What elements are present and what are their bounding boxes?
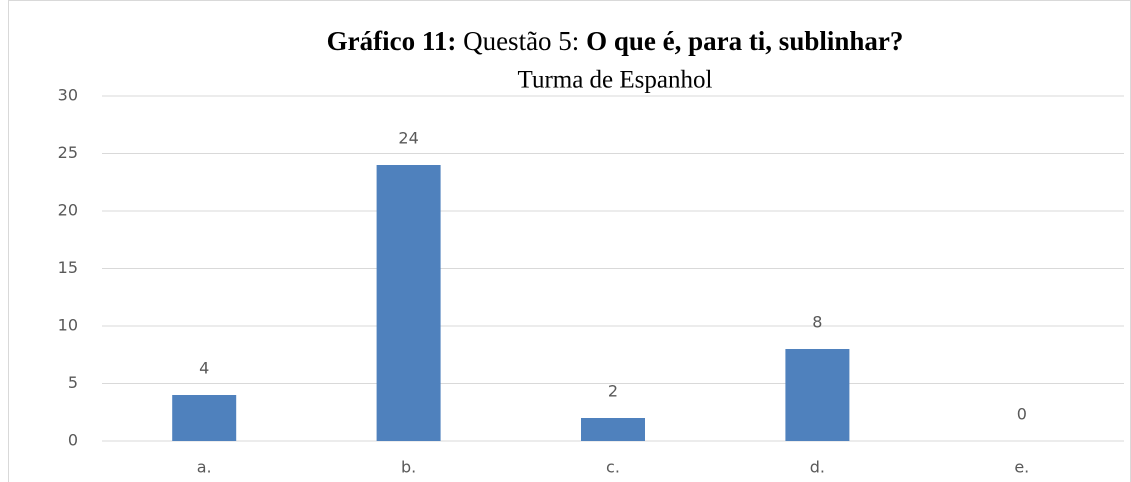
y-tick-label: 30 (58, 86, 78, 105)
x-tick-label: a. (197, 458, 212, 477)
y-tick-label: 10 (58, 316, 78, 335)
y-tick-label: 0 (68, 431, 78, 450)
chart-title: Gráfico 11: Questão 5: O que é, para ti,… (327, 26, 904, 56)
title-part: O que é, para ti, sublinhar? (586, 26, 903, 56)
bar (172, 395, 237, 441)
x-tick-label: d. (810, 458, 825, 477)
data-label: 8 (812, 313, 822, 332)
data-label: 24 (398, 129, 418, 148)
y-tick-label: 5 (68, 373, 78, 392)
y-tick-label: 25 (58, 143, 78, 162)
x-tick-label: e. (1014, 458, 1029, 477)
x-tick-label: c. (606, 458, 620, 477)
bar (376, 165, 441, 441)
title-part: Questão 5: (463, 26, 579, 56)
bar (785, 349, 850, 441)
y-tick-label: 15 (58, 258, 78, 277)
y-tick-label: 20 (58, 201, 78, 220)
data-label: 4 (199, 359, 209, 378)
x-tick-label: b. (401, 458, 416, 477)
data-label: 0 (1017, 405, 1027, 424)
chart-subtitle: Turma de Espanhol (518, 67, 713, 94)
title-part: Gráfico 11: (327, 26, 457, 56)
bar (581, 418, 645, 441)
data-label: 2 (608, 382, 618, 401)
